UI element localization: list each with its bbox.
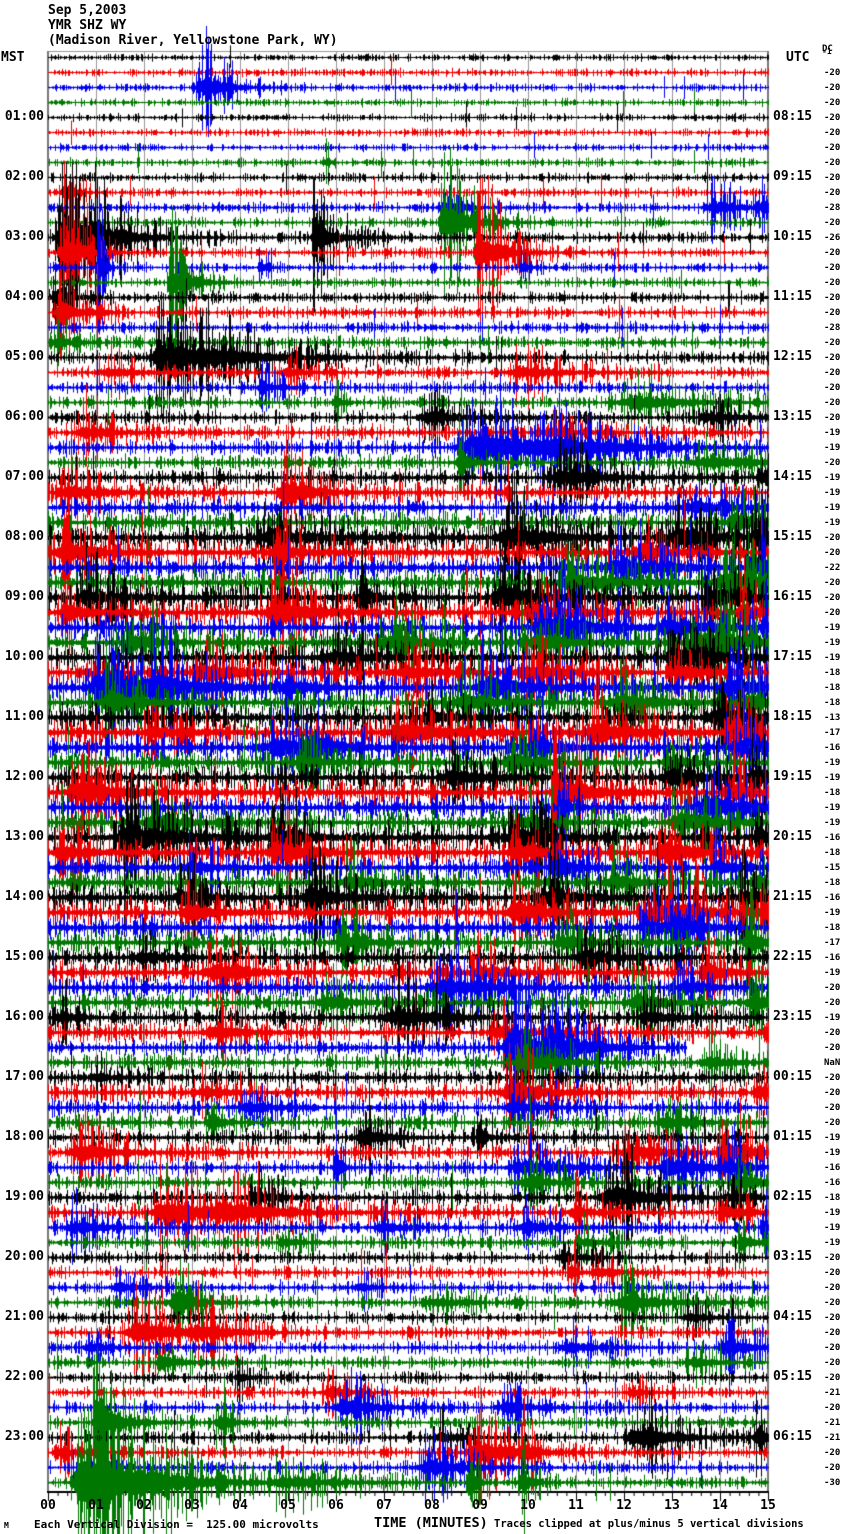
header-station-location: (Madison River, Yellowstone Park, WY) bbox=[48, 33, 338, 48]
header-station-code: YMR SHZ WY bbox=[48, 18, 127, 33]
left-timezone-label: MST bbox=[1, 50, 25, 65]
right-timezone-label: UTC bbox=[786, 50, 810, 65]
dc-offset-header-sub: -1 bbox=[822, 47, 832, 56]
dc-offset-header-text: DC bbox=[822, 44, 833, 54]
x-axis-title: TIME (MINUTES) bbox=[374, 1515, 488, 1531]
header-date: Sep 5,2003 bbox=[48, 3, 127, 18]
corner-mark: M bbox=[4, 1521, 9, 1530]
dc-offset-header: DC -1 bbox=[822, 44, 833, 56]
footer-scale-note: Each Vertical Division = 125.00 microvol… bbox=[34, 1518, 319, 1531]
footer-clip-note: Traces clipped at plus/minus 5 vertical … bbox=[494, 1518, 804, 1530]
